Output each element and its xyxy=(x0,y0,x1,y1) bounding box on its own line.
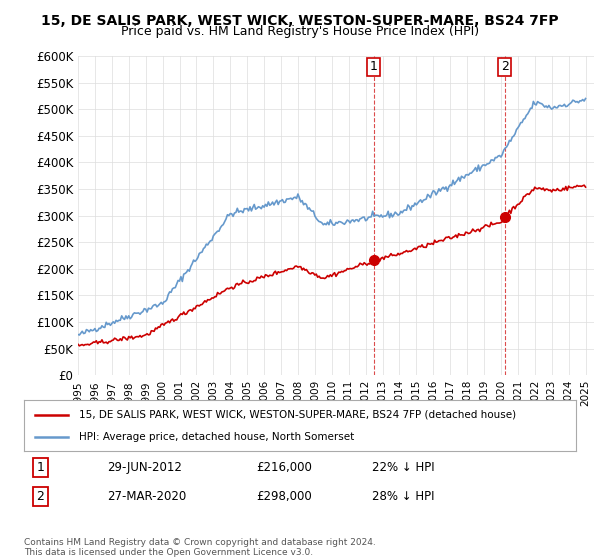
Text: 28% ↓ HPI: 28% ↓ HPI xyxy=(372,489,434,503)
Text: 29-JUN-2012: 29-JUN-2012 xyxy=(107,461,182,474)
Text: 15, DE SALIS PARK, WEST WICK, WESTON-SUPER-MARE, BS24 7FP: 15, DE SALIS PARK, WEST WICK, WESTON-SUP… xyxy=(41,14,559,28)
Text: 1: 1 xyxy=(37,461,44,474)
Text: 2: 2 xyxy=(501,60,509,73)
Text: HPI: Average price, detached house, North Somerset: HPI: Average price, detached house, Nort… xyxy=(79,432,355,442)
Text: £216,000: £216,000 xyxy=(256,461,312,474)
Text: 2: 2 xyxy=(37,489,44,503)
Text: Contains HM Land Registry data © Crown copyright and database right 2024.
This d: Contains HM Land Registry data © Crown c… xyxy=(24,538,376,557)
Text: 15, DE SALIS PARK, WEST WICK, WESTON-SUPER-MARE, BS24 7FP (detached house): 15, DE SALIS PARK, WEST WICK, WESTON-SUP… xyxy=(79,409,517,419)
Text: 27-MAR-2020: 27-MAR-2020 xyxy=(107,489,186,503)
Text: 1: 1 xyxy=(370,60,378,73)
Text: £298,000: £298,000 xyxy=(256,489,311,503)
Text: 22% ↓ HPI: 22% ↓ HPI xyxy=(372,461,434,474)
Text: Price paid vs. HM Land Registry's House Price Index (HPI): Price paid vs. HM Land Registry's House … xyxy=(121,25,479,38)
